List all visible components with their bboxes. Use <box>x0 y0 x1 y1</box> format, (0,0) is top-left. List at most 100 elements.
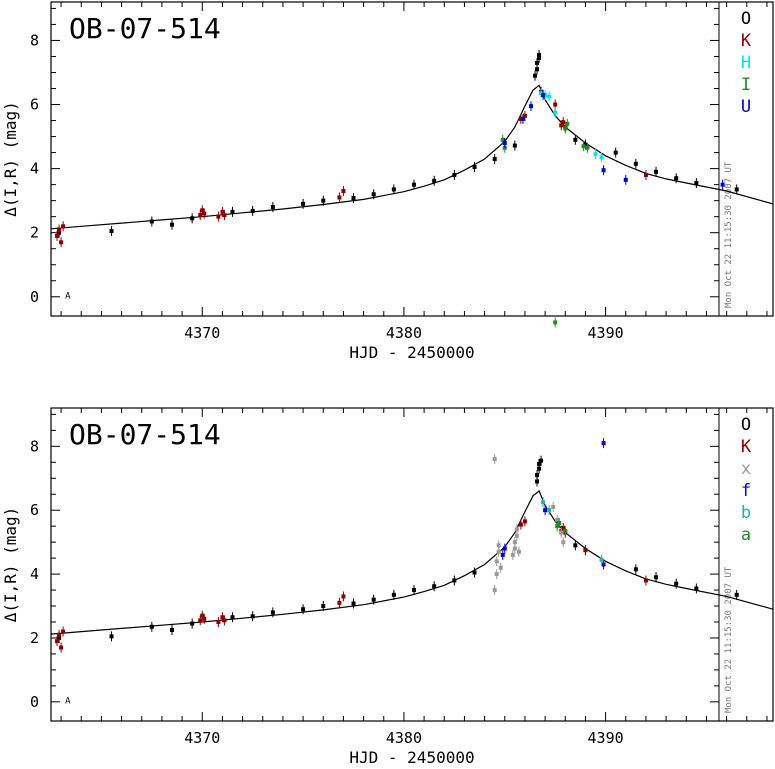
data-point <box>337 195 342 200</box>
y-tick-label: 4 <box>30 160 39 178</box>
data-point <box>220 209 225 214</box>
timestamp-label: Mon Oct 22 11:15:30 2007 UT <box>724 566 734 713</box>
data-point <box>498 565 503 570</box>
data-point <box>522 113 527 118</box>
data-point <box>541 92 546 97</box>
data-point <box>230 209 235 214</box>
data-point <box>351 601 356 606</box>
data-point <box>557 520 562 525</box>
data-point <box>502 546 507 551</box>
data-point <box>230 615 235 620</box>
data-point <box>547 508 552 513</box>
data-point <box>512 143 517 148</box>
data-point <box>109 634 114 639</box>
data-point <box>494 572 499 577</box>
data-point <box>494 559 499 564</box>
data-point <box>623 177 628 182</box>
data-point <box>250 614 255 619</box>
legend-entry: I <box>741 75 751 95</box>
data-point <box>535 67 540 72</box>
data-point <box>583 548 588 553</box>
data-point <box>654 169 659 174</box>
data-point <box>553 110 558 115</box>
data-point <box>109 229 114 234</box>
data-point <box>512 540 517 545</box>
data-point <box>432 178 437 183</box>
data-point <box>559 530 564 535</box>
data-point <box>472 570 477 575</box>
data-point <box>198 618 203 623</box>
data-point <box>559 123 564 128</box>
data-point <box>533 73 538 78</box>
data-point <box>561 120 566 125</box>
data-point <box>371 597 376 602</box>
data-point <box>61 629 66 634</box>
series-H <box>539 88 604 163</box>
legend-entry: f <box>741 481 751 501</box>
chart-title: OB-07-514 <box>69 12 221 45</box>
data-point <box>341 594 346 599</box>
data-point <box>216 214 221 219</box>
data-point <box>734 592 739 597</box>
data-point <box>202 211 207 216</box>
data-point <box>516 549 521 554</box>
data-point <box>61 224 66 229</box>
data-point <box>601 168 606 173</box>
data-point <box>190 621 195 626</box>
data-point <box>643 578 648 583</box>
y-tick-label: 2 <box>30 629 39 647</box>
data-point <box>555 517 560 522</box>
series-I <box>500 118 590 328</box>
data-point <box>613 150 618 155</box>
data-point <box>537 52 542 57</box>
data-point <box>541 500 546 505</box>
data-point <box>170 627 175 632</box>
y-axis-label: Δ(I,R) (mag) <box>1 101 20 217</box>
data-point <box>301 201 306 206</box>
data-point <box>216 619 221 624</box>
data-point <box>573 543 578 548</box>
data-point <box>539 91 544 96</box>
corner-mark: A <box>65 696 71 706</box>
chart-title: OB-07-514 <box>69 418 221 451</box>
legend-entry: a <box>741 525 751 545</box>
data-point <box>321 604 326 609</box>
data-point <box>57 632 62 637</box>
series-f <box>500 438 606 570</box>
data-point <box>573 137 578 142</box>
data-point <box>391 592 396 597</box>
data-point <box>270 610 275 615</box>
data-point <box>57 227 62 232</box>
data-point <box>200 613 205 618</box>
series-K <box>55 99 648 248</box>
y-tick-label: 0 <box>30 288 39 306</box>
legend-entry: K <box>741 437 752 457</box>
timestamp-label: Mon Oct 22 11:15:30 2007 UT <box>724 161 734 308</box>
data-point <box>553 102 558 107</box>
data-point <box>371 192 376 197</box>
series-U <box>502 89 725 190</box>
data-point <box>553 320 558 325</box>
data-point <box>581 144 586 149</box>
data-point <box>543 508 548 513</box>
y-tick-label: 8 <box>30 437 39 455</box>
data-point <box>599 155 604 160</box>
model-curve <box>51 84 773 230</box>
data-point <box>351 196 356 201</box>
data-point <box>500 552 505 557</box>
data-point <box>222 213 227 218</box>
corner-mark: A <box>65 291 71 301</box>
data-point <box>391 187 396 192</box>
data-point <box>674 176 679 181</box>
x-axis-label: HJD - 2450000 <box>349 343 474 362</box>
data-point <box>452 578 457 583</box>
data-point <box>601 562 606 567</box>
data-point <box>543 92 548 97</box>
series-O <box>57 49 739 238</box>
data-point <box>563 528 568 533</box>
data-point <box>412 588 417 593</box>
x-tick-label: 4370 <box>184 324 220 342</box>
data-point <box>583 142 588 147</box>
data-point <box>149 219 154 224</box>
data-point <box>270 205 275 210</box>
